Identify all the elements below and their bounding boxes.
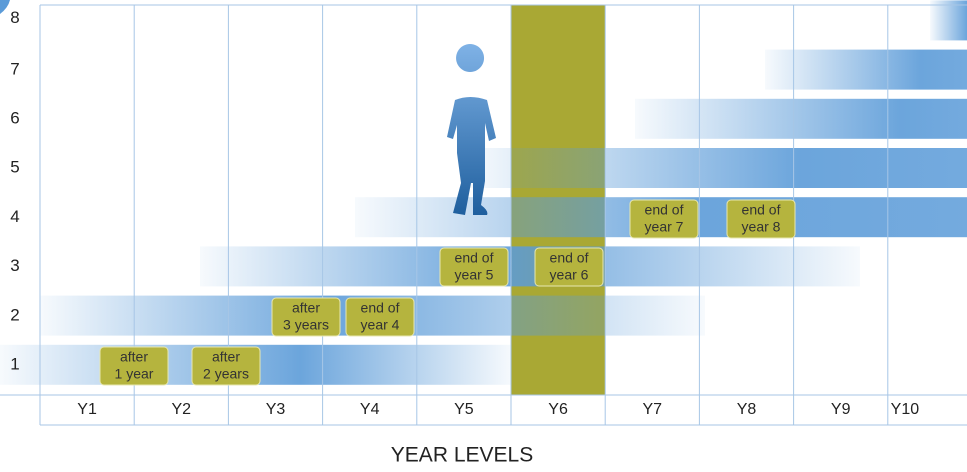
checkpoint-text: 3 years [283,317,329,333]
checkpoint-text: year 4 [361,317,400,333]
axis-title: YEAR LEVELS [391,444,533,467]
level-label: 4 [10,207,19,226]
checkpoint-text: year 5 [455,267,494,283]
progress-band [470,148,967,188]
checkpoint-text: 2 years [203,366,249,382]
checkpoint-text: 1 year [115,366,154,382]
checkpoint-text: end of [550,250,589,266]
progress-band [765,50,967,90]
checkpoint-text: year 7 [645,219,684,235]
year-label: Y2 [172,401,192,418]
checkpoint-text: after [292,300,320,316]
diagram: 12345678Y1Y2Y3Y4Y5Y6Y7Y8Y9Y10after1 year… [0,0,967,472]
year-label: Y6 [548,401,568,418]
year-label: Y9 [831,401,851,418]
year-label: Y5 [454,401,474,418]
child-figure [447,44,496,215]
checkpoint-text: year 6 [550,267,589,283]
year-label: Y8 [737,401,757,418]
level-label: 2 [10,305,19,324]
level-label: 8 [10,8,19,27]
level-label: 6 [10,108,19,127]
level-label: 1 [10,354,19,373]
year-label: Y7 [643,401,663,418]
checkpoint-text: end of [455,250,494,266]
progress-band [200,246,860,286]
progress-band [930,0,967,40]
checkpoint-text: end of [645,202,684,218]
page: {"y_levels": ["1", "2", "3", "4", "5", "… [0,0,967,472]
level-label: 3 [10,256,19,275]
level-label: 7 [10,59,19,78]
checkpoint-text: end of [742,202,781,218]
year-label: Y1 [77,401,97,418]
year-label: Y3 [266,401,286,418]
checkpoint-text: after [120,349,148,365]
checkpoint-text: after [212,349,240,365]
progress-band [635,99,967,139]
year-label: Y4 [360,401,380,418]
corner-mark [0,0,10,14]
level-label: 5 [10,158,19,177]
checkpoint-text: end of [361,300,400,316]
year-label: Y10 [891,401,920,418]
checkpoint-text: year 8 [742,219,781,235]
